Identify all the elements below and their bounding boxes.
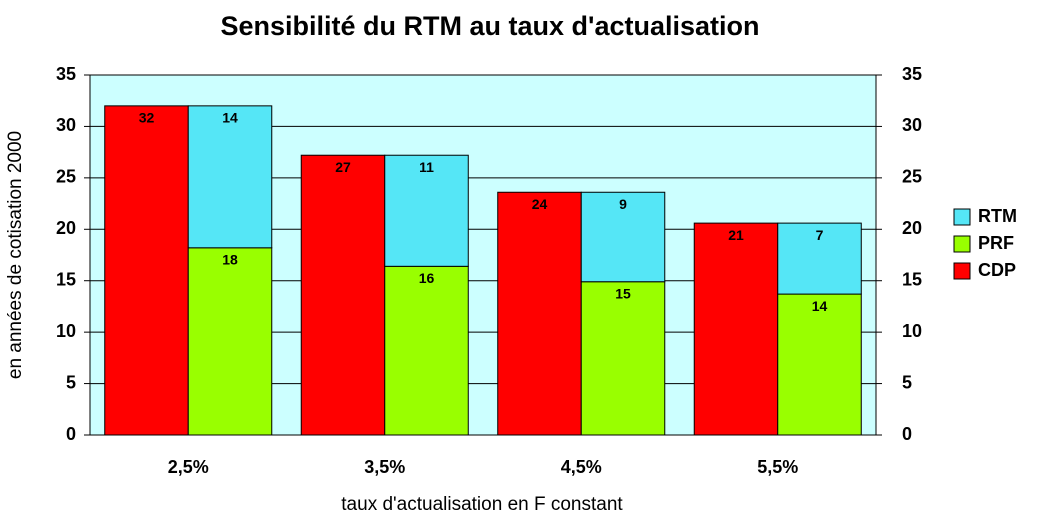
y2-tick-label: 20 [902,218,922,238]
bar [777,293,862,436]
bar [580,281,666,436]
legend-label: RTM [978,206,1017,226]
chart-title: Sensibilité du RTM au taux d'actualisati… [221,11,760,41]
y2-tick-label: 25 [902,167,922,187]
bar [384,265,469,436]
y2-tick-label: 0 [902,424,912,444]
data-label: 21 [728,227,744,243]
y-tick-label: 30 [56,115,76,135]
bar [693,222,779,436]
y-axis-label: en années de cotisation 2000 [5,131,26,379]
data-label: 14 [812,298,828,314]
bar [104,105,189,436]
data-label: 11 [419,159,434,175]
data-label: 7 [816,227,824,243]
x-tick-label: 4,5% [561,457,602,477]
bar [777,222,862,295]
y-tick-label: 20 [56,218,76,238]
legend-label: PRF [978,233,1014,253]
data-label: 32 [139,110,155,126]
x-tick-label: 2,5% [168,457,209,477]
data-label: 14 [222,110,238,126]
bar [384,154,469,267]
legend-swatch [953,235,971,253]
y-tick-label: 15 [56,269,76,289]
data-label: 9 [619,196,627,212]
legend-label: CDP [978,260,1016,280]
data-label: 15 [615,285,631,301]
y2-tick-label: 30 [902,115,922,135]
x-axis-label: taux d'actualisation en F constant [341,494,623,515]
y-tick-label: 10 [56,321,76,341]
y2-tick-label: 15 [902,269,922,289]
bar [497,191,582,436]
y-tick-label: 25 [56,167,76,187]
y2-tick-label: 10 [902,321,922,341]
legend-swatch [953,262,971,280]
x-tick-label: 3,5% [364,457,405,477]
data-label: 18 [222,252,238,268]
legend-swatch [953,208,971,226]
y-tick-label: 5 [66,372,76,392]
data-label: 27 [335,159,351,175]
y2-tick-label: 5 [902,372,912,392]
bar [187,105,273,249]
x-tick-label: 5,5% [757,457,798,477]
bar [300,154,386,436]
bar [187,247,273,436]
data-label: 24 [532,196,548,212]
data-label: 16 [419,270,435,286]
bar [580,191,666,283]
y-tick-label: 0 [66,424,76,444]
y-tick-label: 35 [56,64,76,84]
y2-tick-label: 35 [902,64,922,84]
